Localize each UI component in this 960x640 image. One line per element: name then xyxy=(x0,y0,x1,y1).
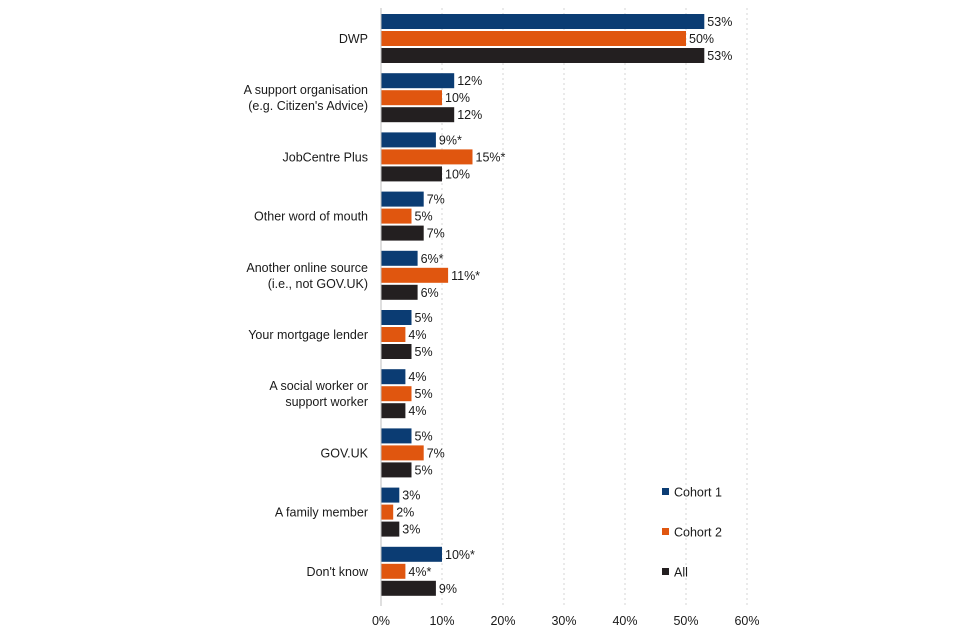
value-label: 9%* xyxy=(439,133,462,147)
x-tick-label: 50% xyxy=(673,614,698,628)
x-axis: 0% 10% 20% 30% 40% 50% 60% xyxy=(372,8,760,628)
value-labels: 53% 12% 9%* 7% 6%* 5% 4% 5% 3% 10%* 50% 10% 15%* 5% 11… xyxy=(396,15,732,596)
x-tick-label: 10% xyxy=(429,614,454,628)
value-label: 7% xyxy=(427,193,445,207)
value-label: 11%* xyxy=(451,269,480,283)
value-label: 5% xyxy=(415,429,433,443)
category-label: (e.g. Citizen's Advice) xyxy=(248,99,368,113)
value-label: 3% xyxy=(402,489,420,503)
bar xyxy=(381,580,436,596)
value-label: 5% xyxy=(415,387,433,401)
bar xyxy=(381,191,424,207)
category-label: Other word of mouth xyxy=(254,210,368,224)
value-label: 5% xyxy=(415,463,433,477)
bar xyxy=(381,462,412,478)
legend-label: Cohort 1 xyxy=(674,486,722,500)
value-label: 2% xyxy=(396,506,414,520)
value-label: 10% xyxy=(445,167,470,181)
value-label: 10%* xyxy=(445,548,475,562)
value-label: 4%* xyxy=(408,565,431,579)
category-label: support worker xyxy=(285,395,368,409)
bar xyxy=(381,487,400,503)
bar xyxy=(381,14,705,29)
value-label: 10% xyxy=(445,91,470,105)
category-label: Another online source xyxy=(246,261,368,275)
category-label: A social worker or xyxy=(269,379,368,393)
value-label: 9% xyxy=(439,582,457,596)
x-tick-label: 0% xyxy=(372,614,390,628)
legend: Cohort 1 Cohort 2 All xyxy=(662,486,722,580)
value-label: 5% xyxy=(415,345,433,359)
x-tick-label: 20% xyxy=(490,614,515,628)
bar xyxy=(381,250,418,266)
category-label: Your mortgage lender xyxy=(248,328,368,342)
value-label: 53% xyxy=(707,49,732,63)
category-label: A family member xyxy=(275,506,368,520)
value-label: 4% xyxy=(408,404,426,418)
legend-swatch xyxy=(662,528,669,535)
value-label: 12% xyxy=(457,74,482,88)
bar xyxy=(381,73,455,89)
value-label: 5% xyxy=(415,210,433,224)
bar xyxy=(381,403,406,419)
category-label: JobCentre Plus xyxy=(283,150,368,164)
bar xyxy=(381,310,412,325)
bar xyxy=(381,31,686,46)
bar xyxy=(381,225,424,241)
bar xyxy=(381,445,424,461)
category-label: GOV.UK xyxy=(321,446,369,460)
bar xyxy=(381,284,418,300)
value-label: 5% xyxy=(415,311,433,325)
bar xyxy=(381,132,436,148)
category-label: A support organisation xyxy=(244,83,368,97)
category-label: Don't know xyxy=(307,565,369,579)
bar xyxy=(381,90,442,106)
bar xyxy=(381,166,442,182)
bar xyxy=(381,344,412,359)
x-tick-label: 40% xyxy=(612,614,637,628)
bars xyxy=(381,14,705,596)
grid-lines xyxy=(441,8,748,606)
value-label: 6% xyxy=(421,286,439,300)
bar xyxy=(381,428,412,444)
legend-label: All xyxy=(674,566,688,580)
bar xyxy=(381,327,406,342)
bar xyxy=(381,107,455,123)
x-tick-label: 30% xyxy=(551,614,576,628)
value-label: 6%* xyxy=(421,252,444,266)
value-label: 3% xyxy=(402,523,420,537)
value-label: 12% xyxy=(457,108,482,122)
value-label: 4% xyxy=(408,328,426,342)
legend-label: Cohort 2 xyxy=(674,526,722,540)
category-labels: DWP A support organisation (e.g. Citizen's… xyxy=(244,32,369,579)
bar xyxy=(381,149,473,165)
legend-swatch xyxy=(662,568,669,575)
value-label: 50% xyxy=(689,32,714,46)
bar xyxy=(381,504,394,520)
x-tick-label: 60% xyxy=(734,614,759,628)
bar xyxy=(381,369,406,385)
category-label: (i.e., not GOV.UK) xyxy=(268,277,368,291)
bar xyxy=(381,48,705,63)
value-label: 7% xyxy=(427,446,445,460)
bar xyxy=(381,208,412,224)
value-label: 15%* xyxy=(476,150,506,164)
value-label: 4% xyxy=(408,370,426,384)
bar xyxy=(381,267,449,283)
legend-swatch xyxy=(662,488,669,495)
bar xyxy=(381,521,400,537)
value-label: 7% xyxy=(427,227,445,241)
bar xyxy=(381,386,412,402)
bar xyxy=(381,546,442,562)
value-label: 53% xyxy=(707,15,732,29)
bar xyxy=(381,563,406,579)
category-label: DWP xyxy=(339,32,368,46)
